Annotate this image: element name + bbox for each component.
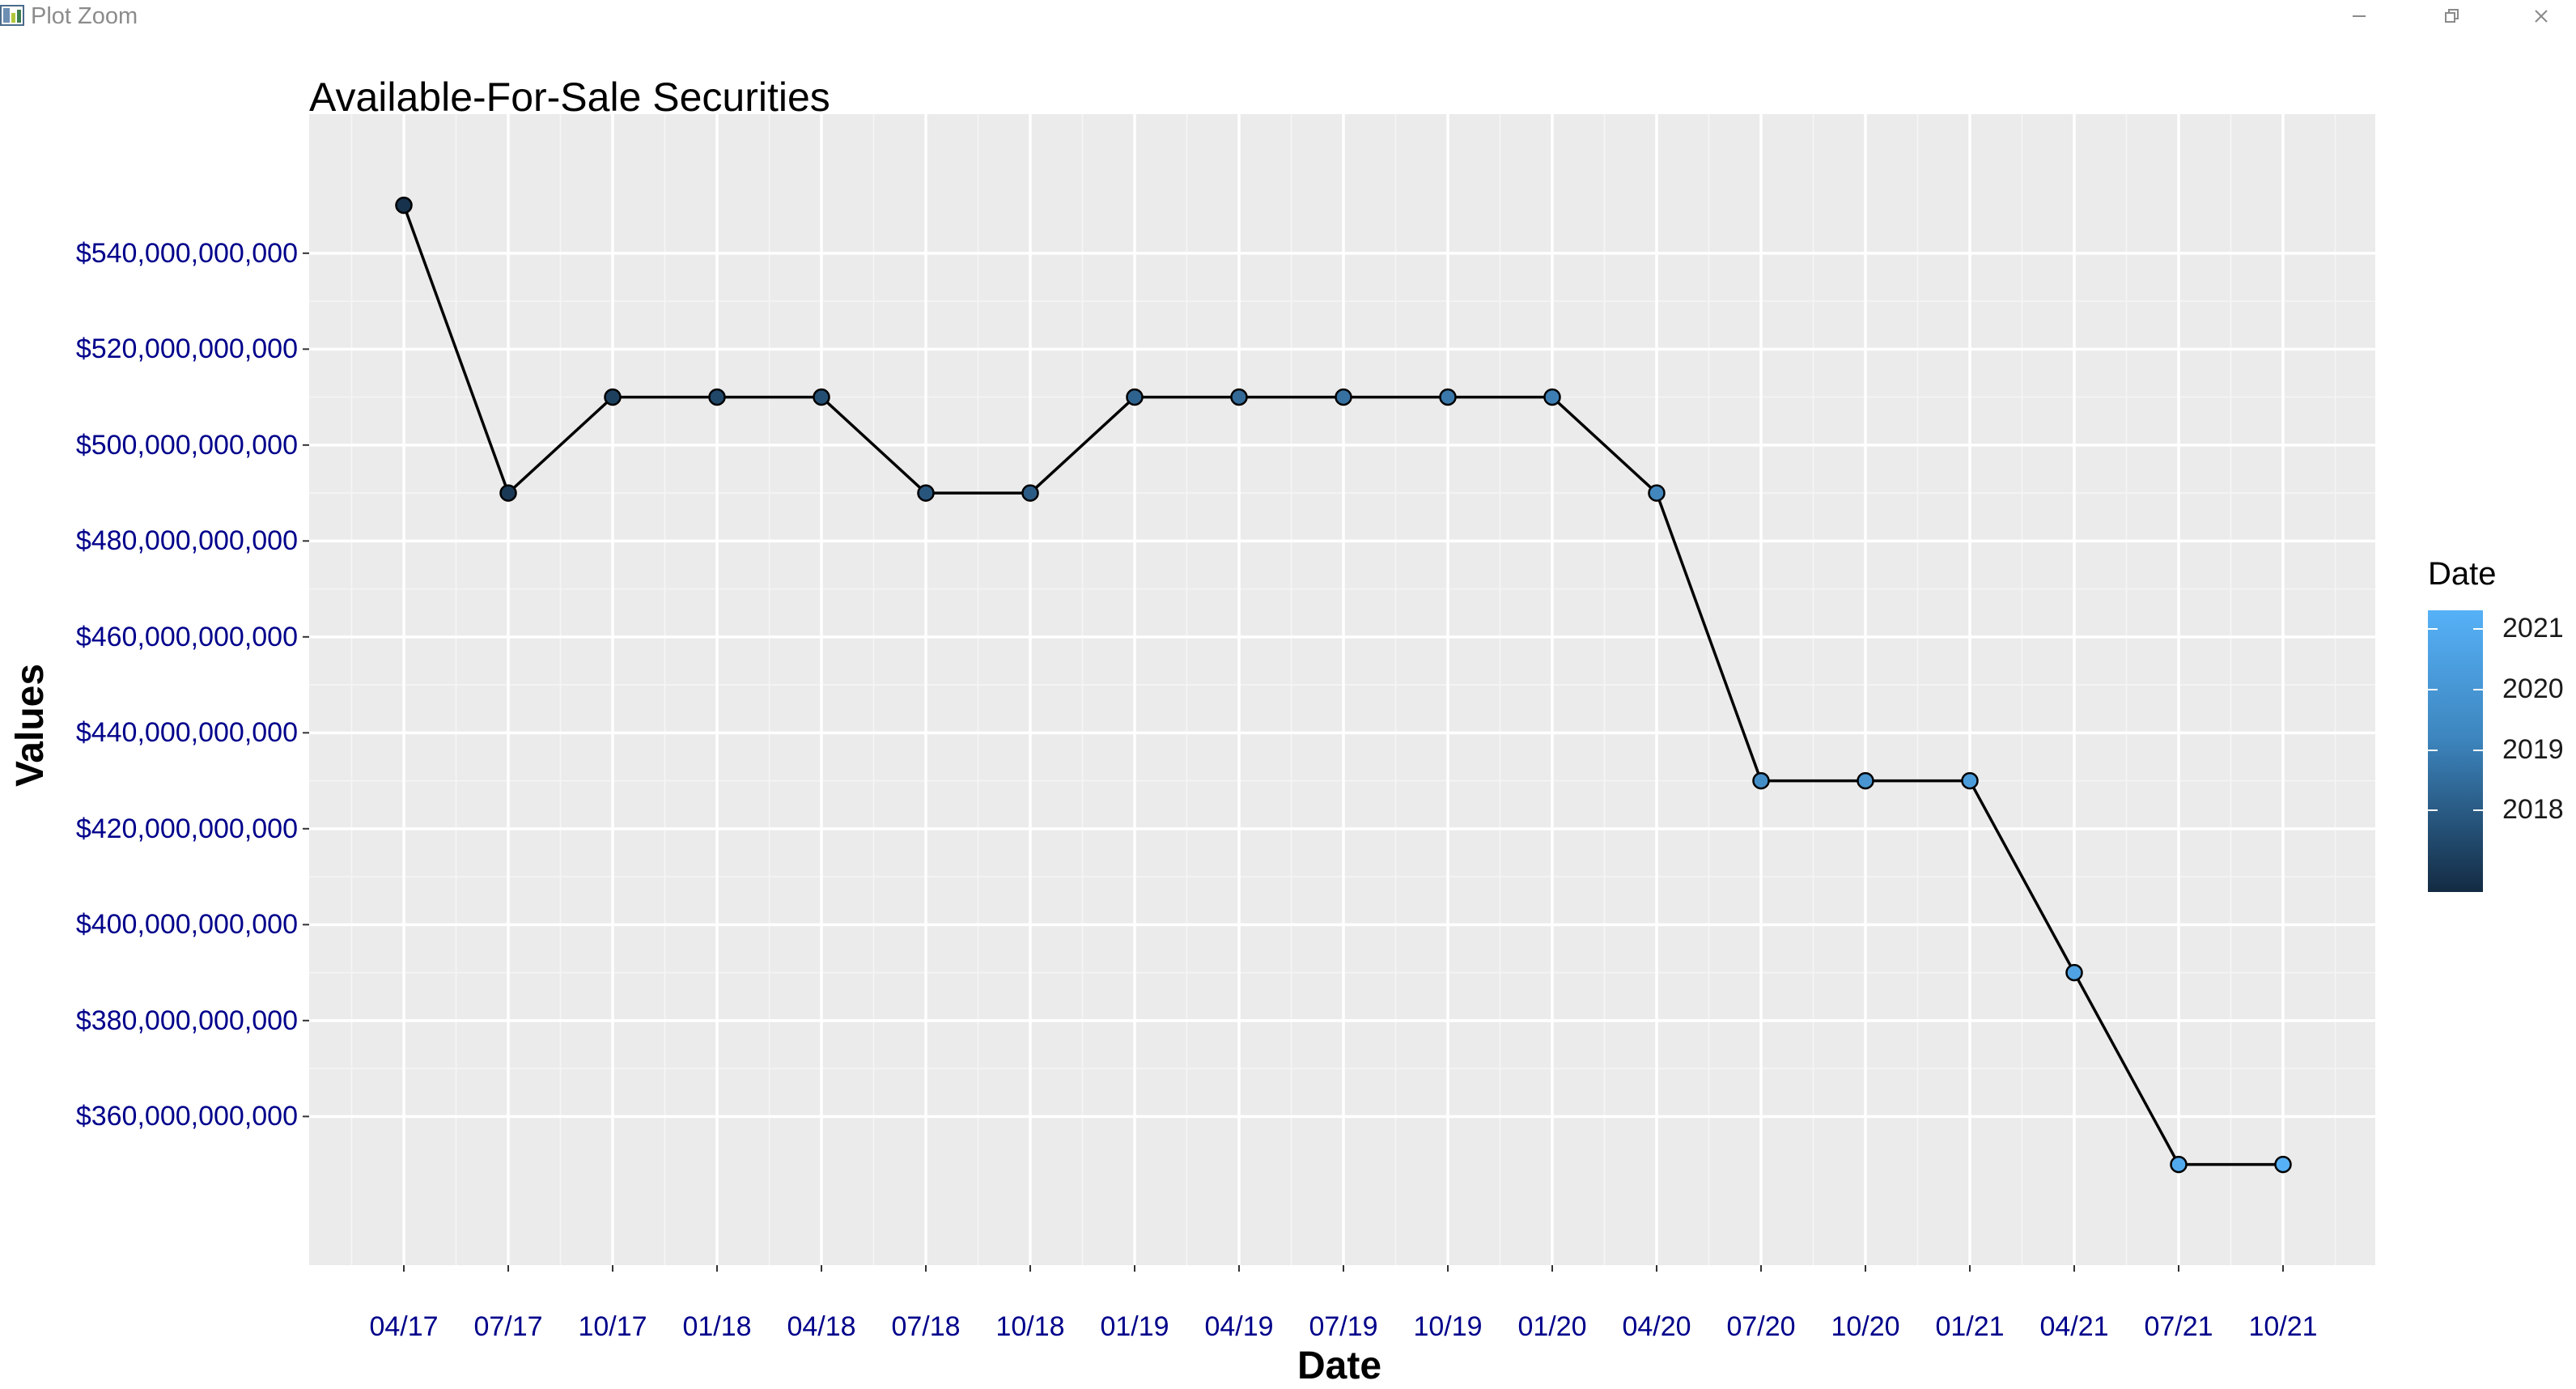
data-point — [708, 388, 726, 406]
x-tick-label: 01/19 — [1100, 1311, 1169, 1342]
x-tick-label: 10/17 — [578, 1311, 647, 1342]
x-tick-label: 07/19 — [1309, 1311, 1378, 1342]
x-tick-label: 07/21 — [2144, 1311, 2213, 1342]
legend-colorbar — [2428, 610, 2483, 892]
plot-area: Available-For-Sale Securities $360,000,0… — [0, 32, 2576, 1387]
x-tick-label: 07/18 — [891, 1311, 961, 1342]
data-point — [813, 388, 830, 406]
x-tick-label: 04/17 — [369, 1311, 439, 1342]
y-tick-label: $540,000,000,000 — [75, 237, 298, 269]
legend-label: 2021 — [2502, 613, 2564, 644]
x-tick-label: 01/20 — [1517, 1311, 1587, 1342]
data-point — [1126, 388, 1144, 406]
data-point — [1335, 388, 1352, 406]
x-tick-label: 01/18 — [682, 1311, 752, 1342]
y-tick-label: $380,000,000,000 — [75, 1005, 298, 1036]
legend-tick — [2473, 809, 2483, 811]
close-icon — [2535, 10, 2548, 23]
legend-tick — [2473, 628, 2483, 630]
y-tick-label: $500,000,000,000 — [75, 429, 298, 461]
legend-tick — [2428, 750, 2438, 751]
legend-label: 2019 — [2502, 734, 2564, 765]
legend-tick — [2473, 750, 2483, 751]
y-tick-label: $440,000,000,000 — [75, 717, 298, 749]
x-tick-label: 10/21 — [2248, 1311, 2318, 1342]
data-point — [1961, 771, 1979, 790]
legend-tick — [2428, 689, 2438, 690]
x-tick-label: 10/20 — [1831, 1311, 1900, 1342]
legend-tick — [2428, 628, 2438, 630]
data-point — [917, 484, 935, 502]
minimize-button[interactable] — [2315, 0, 2404, 32]
data-point — [2274, 1155, 2292, 1174]
y-tick-label: $420,000,000,000 — [75, 813, 298, 844]
x-axis-label: Date — [1296, 1344, 1382, 1387]
window-title: Plot Zoom — [31, 3, 138, 29]
data-point — [2065, 963, 2083, 982]
y-tick-label: $520,000,000,000 — [75, 333, 298, 365]
data-point — [1648, 484, 1666, 502]
legend-tick — [2473, 689, 2483, 690]
y-axis-label: Values — [9, 663, 52, 788]
y-tick-label: $460,000,000,000 — [75, 621, 298, 652]
legend-title: Date — [2428, 556, 2497, 592]
y-tick-label: $480,000,000,000 — [75, 525, 298, 557]
close-button[interactable] — [2497, 0, 2576, 32]
chart-title: Available-For-Sale Securities — [309, 74, 830, 120]
x-tick-label: 04/19 — [1204, 1311, 1274, 1342]
data-point — [499, 484, 517, 502]
data-point — [1752, 771, 1770, 790]
x-tick-label: 07/17 — [473, 1311, 543, 1342]
y-tick-label: $360,000,000,000 — [75, 1101, 298, 1132]
legend-label: 2020 — [2502, 673, 2564, 704]
data-point — [2170, 1155, 2188, 1174]
restore-button[interactable] — [2408, 0, 2497, 32]
minimize-icon — [2353, 15, 2366, 17]
x-tick-label: 10/18 — [995, 1311, 1065, 1342]
data-point — [1543, 388, 1561, 406]
x-tick-label: 04/20 — [1622, 1311, 1691, 1342]
data-point — [395, 196, 413, 215]
x-tick-label: 04/18 — [787, 1311, 856, 1342]
y-tick-label: $400,000,000,000 — [75, 909, 298, 941]
legend-label: 2018 — [2502, 794, 2564, 825]
x-tick-label: 01/21 — [1935, 1311, 2005, 1342]
app-icon — [0, 5, 24, 26]
restore-icon — [2445, 9, 2459, 23]
data-point — [1230, 388, 1248, 406]
data-point — [1857, 771, 1874, 790]
legend-tick — [2428, 809, 2438, 811]
x-tick-label: 10/19 — [1413, 1311, 1483, 1342]
data-point — [1021, 484, 1039, 502]
data-point — [604, 388, 622, 406]
line-chart — [303, 114, 2375, 1272]
window-titlebar: Plot Zoom — [0, 0, 2576, 32]
x-tick-label: 07/20 — [1726, 1311, 1796, 1342]
x-tick-label: 04/21 — [2039, 1311, 2109, 1342]
data-point — [1439, 388, 1457, 406]
